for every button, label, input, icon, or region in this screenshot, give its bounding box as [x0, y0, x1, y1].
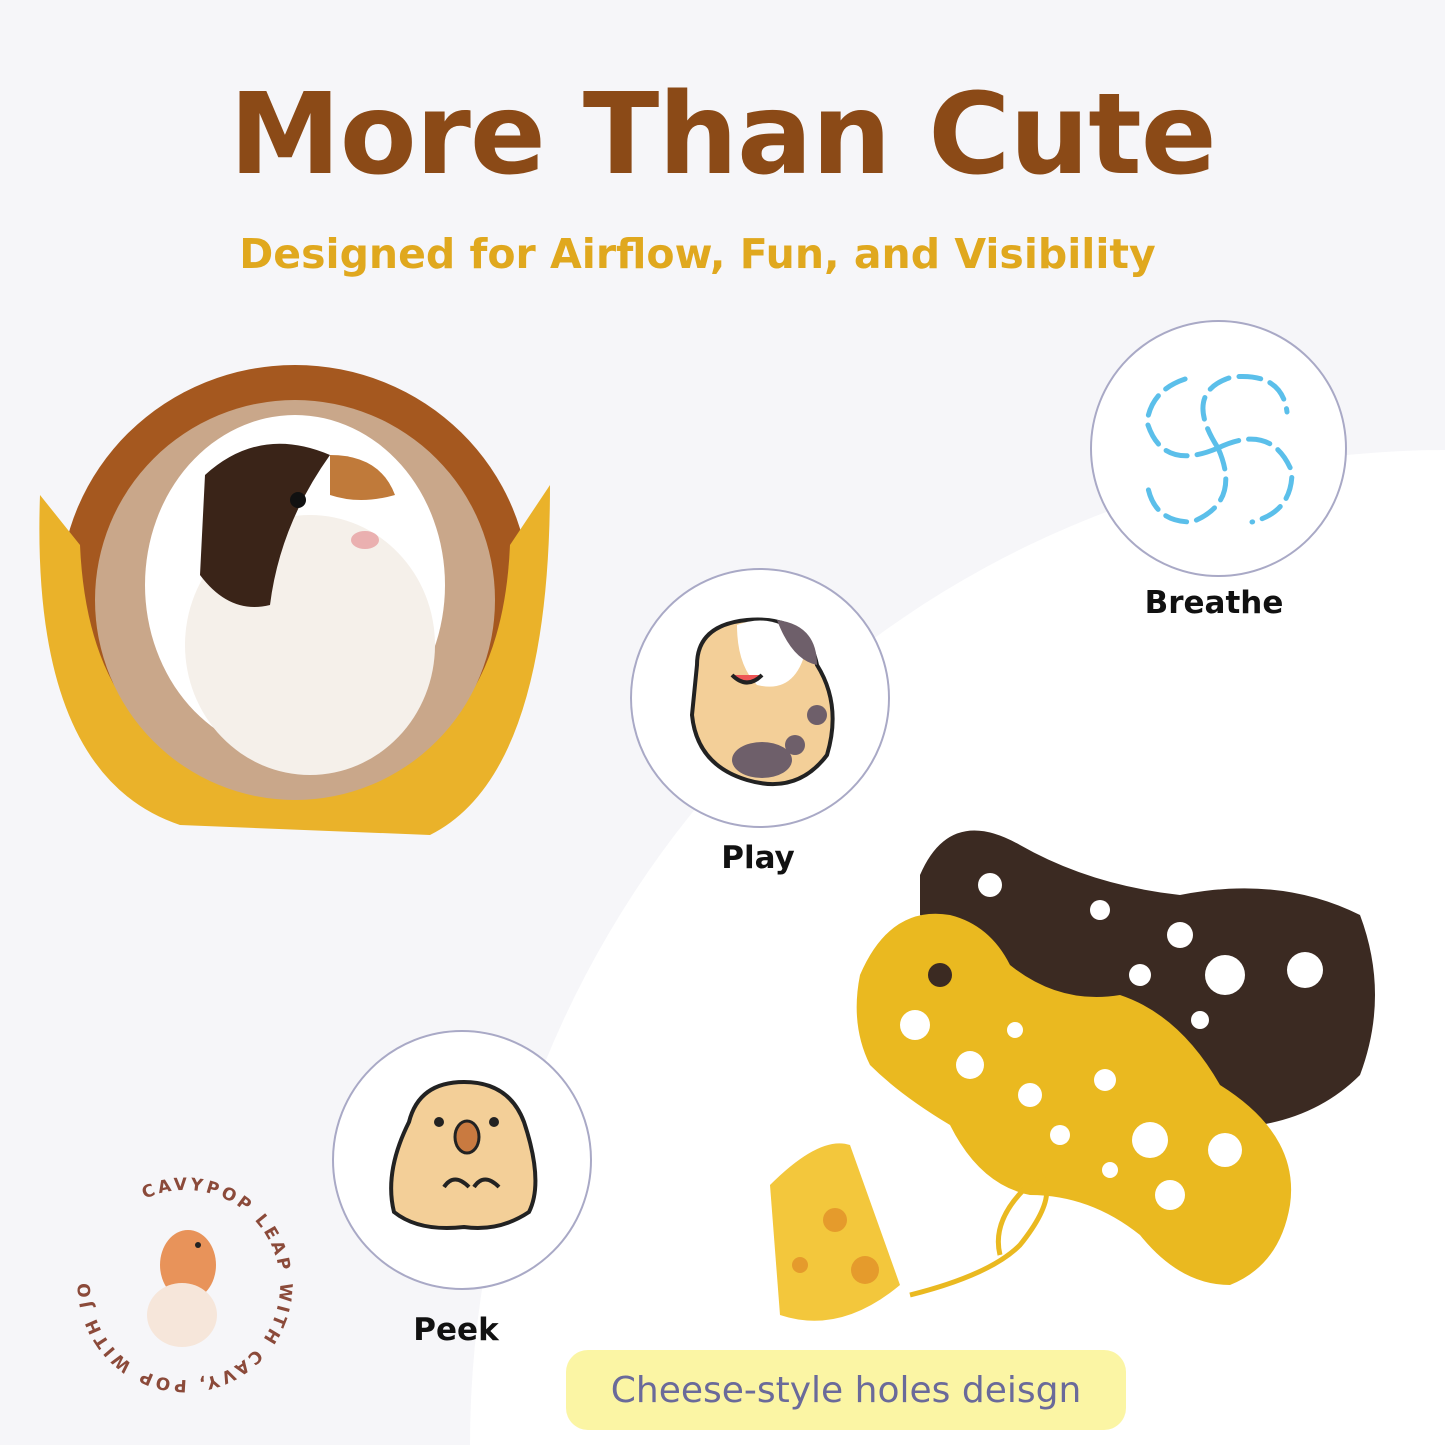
- page-subtitle: Designed for Airflow, Fun, and Visibilit…: [239, 230, 1156, 278]
- page-title: More Than Cute: [229, 70, 1216, 200]
- airflow-swirl-icon: [1144, 373, 1295, 525]
- cavypop-logo: CAVYPOP LEAP WITH CAVY, POP WITH JOY: [70, 1170, 293, 1395]
- peek-label: Peek: [413, 1312, 499, 1348]
- guinea-pig-peeking-icon: [389, 1079, 538, 1230]
- play-label: Play: [721, 840, 795, 876]
- breathe-feature-circle: [1090, 320, 1347, 577]
- peek-feature-circle: [332, 1030, 592, 1290]
- guinea-pig-playing-icon: [689, 617, 835, 787]
- cheese-panels-product-image: [770, 830, 1375, 1321]
- breathe-label: Breathe: [1144, 585, 1284, 621]
- play-feature-circle: [630, 568, 890, 828]
- cheese-holes-caption: Cheese-style holes deisgn: [566, 1350, 1126, 1430]
- tunnel-product-image: [39, 365, 550, 835]
